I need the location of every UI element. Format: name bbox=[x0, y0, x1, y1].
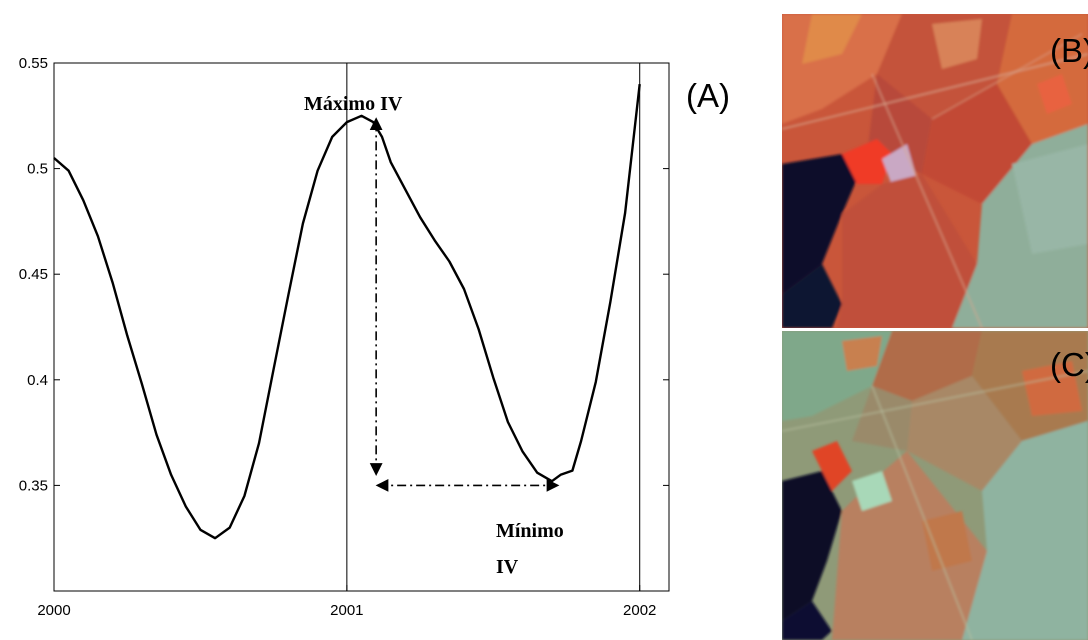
vertical-year-lines bbox=[346, 63, 641, 591]
satellite-image-b-graphic bbox=[782, 14, 1088, 328]
y-tick-label: 0.5 bbox=[27, 161, 48, 178]
panel-a-label: (A) bbox=[686, 77, 730, 114]
line-chart: 0.35 0.4 0.45 0.5 0.55 2000 2001 2002 Máximo I… bbox=[19, 55, 730, 619]
plot-axes bbox=[53, 62, 670, 592]
y-tick-label: 0.55 bbox=[19, 55, 48, 72]
satellite-image-c: (C) bbox=[782, 331, 1088, 640]
min-annotation-label-line2: IV bbox=[496, 556, 519, 578]
satellite-image-b: (B) bbox=[782, 14, 1088, 328]
min-annotation-label-line1: Mínimo bbox=[496, 520, 564, 542]
plot-frame bbox=[53, 62, 670, 592]
panel-b-label: (B) bbox=[1050, 32, 1088, 69]
satellite-image-c-graphic bbox=[782, 331, 1088, 640]
x-axis-ticks: 2000 2001 2002 bbox=[37, 585, 656, 619]
panel-c-label: (C) bbox=[1050, 346, 1088, 383]
y-tick-label: 0.35 bbox=[19, 477, 48, 494]
x-tick-label: 2000 bbox=[37, 602, 70, 619]
y-tick-label: 0.4 bbox=[27, 372, 48, 389]
annotation-arrows bbox=[369, 117, 560, 492]
x-tick-label: 2002 bbox=[623, 602, 656, 619]
x-tick-label: 2001 bbox=[330, 602, 363, 619]
y-axis-ticks: 0.35 0.4 0.45 0.5 0.55 bbox=[19, 55, 669, 494]
max-annotation-label: Máximo IV bbox=[304, 93, 403, 115]
y-tick-label: 0.45 bbox=[19, 266, 48, 283]
